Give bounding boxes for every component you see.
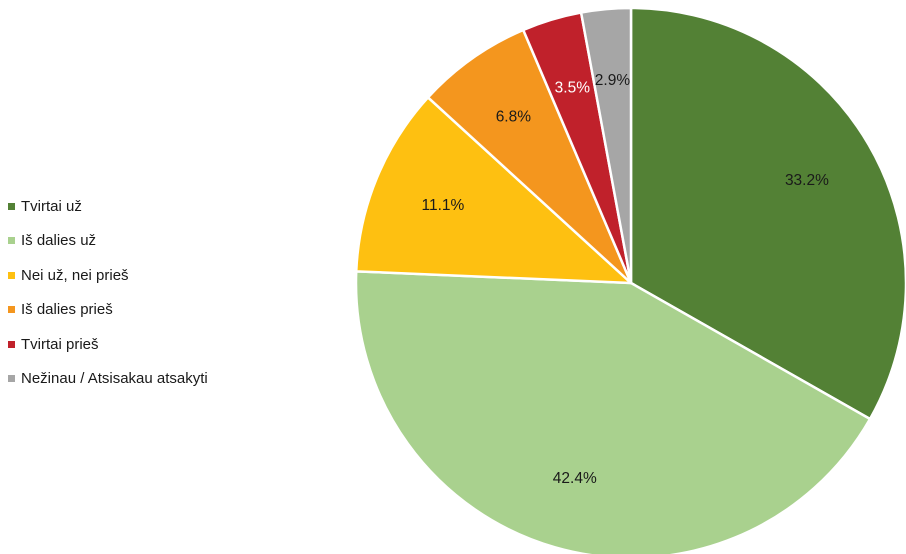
data-label-4: 3.5%: [555, 80, 591, 97]
pie-slice-0: [629, 6, 906, 421]
pie-slice-3: [426, 28, 633, 285]
legend-item-1: Iš dalies už: [8, 224, 208, 259]
legend-item-4: Tvirtai prieš: [8, 327, 208, 362]
legend-label-5: Nežinau / Atsisakau atsakyti: [21, 370, 208, 388]
data-label-3: 6.8%: [496, 108, 532, 125]
legend-label-2: Nei už, nei prieš: [21, 266, 129, 284]
pie-slice-1: [354, 270, 872, 554]
pie-slice-5: [579, 6, 633, 285]
legend-label-1: Iš dalies už: [21, 232, 97, 250]
legend-label-0: Tvirtai už: [21, 197, 82, 215]
legend-item-5: Nežinau / Atsisakau atsakyti: [8, 362, 208, 397]
legend-swatch-0: [8, 202, 15, 210]
legend-label-4: Tvirtai prieš: [21, 335, 99, 353]
legend-item-3: Iš dalies prieš: [8, 293, 208, 328]
data-label-1: 42.4%: [553, 470, 597, 487]
legend: Tvirtai už Iš dalies už Nei už, nei prieš I…: [8, 189, 208, 396]
data-label-0: 33.2%: [785, 172, 829, 189]
legend-item-2: Nei už, nei prieš: [8, 258, 208, 293]
legend-item-0: Tvirtai už: [8, 189, 208, 224]
legend-swatch-2: [8, 271, 15, 279]
data-label-2: 11.1%: [421, 197, 464, 214]
pie-slice-2: [354, 96, 633, 285]
legend-swatch-1: [8, 237, 15, 245]
data-label-5: 2.9%: [595, 72, 631, 89]
legend-swatch-4: [8, 340, 15, 348]
legend-label-3: Iš dalies prieš: [21, 301, 113, 319]
legend-swatch-5: [8, 375, 15, 383]
legend-swatch-3: [8, 306, 15, 314]
